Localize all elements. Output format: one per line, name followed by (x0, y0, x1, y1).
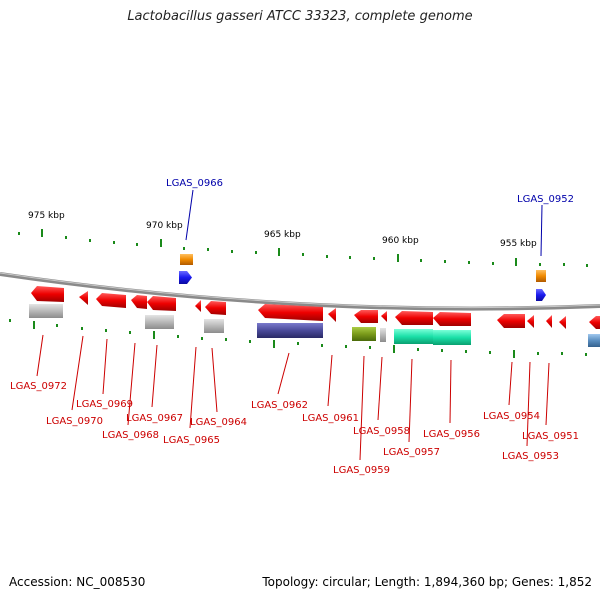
gene-feature-teal[interactable] (394, 329, 433, 344)
scale-label-975: 975 kbp (28, 211, 65, 221)
cds-arrow[interactable] (559, 316, 566, 329)
callout-line (526, 361, 531, 447)
callout-line (102, 338, 108, 395)
gene-feature-olive[interactable] (352, 327, 376, 341)
callout-line (211, 347, 218, 413)
cds-arrow[interactable] (131, 295, 147, 309)
gene-label-lgas-0966[interactable]: LGAS_0966 (166, 178, 223, 189)
reverse-strand-cds (31, 286, 600, 329)
gene-feature-orange[interactable] (536, 270, 546, 282)
gene-feature-gray[interactable] (380, 328, 386, 342)
accession-text: Accession: NC_008530 (9, 575, 146, 589)
gene-label-lgas-0969[interactable]: LGAS_0969 (76, 399, 133, 410)
callout-line (127, 342, 136, 426)
cds-arrow[interactable] (328, 308, 336, 322)
cds-arrow[interactable] (205, 301, 226, 315)
gene-label-lgas-0961[interactable]: LGAS_0961 (302, 413, 359, 424)
gene-feature-gray[interactable] (204, 319, 224, 333)
callout-line (71, 335, 84, 411)
cds-arrow[interactable] (546, 315, 552, 328)
gene-label-lgas-0957[interactable]: LGAS_0957 (383, 447, 440, 458)
callout-line (36, 334, 44, 377)
gene-label-lgas-0965[interactable]: LGAS_0965 (163, 435, 220, 446)
gene-label-lgas-0968[interactable]: LGAS_0968 (102, 430, 159, 441)
cds-arrow[interactable] (354, 310, 378, 323)
gene-label-lgas-0951[interactable]: LGAS_0951 (522, 431, 579, 442)
callout-line (449, 359, 452, 424)
gene-feature-steel[interactable] (588, 334, 600, 347)
cds-arrow[interactable] (96, 293, 126, 308)
cds-arrow[interactable] (433, 312, 471, 326)
gene-label-lgas-0972[interactable]: LGAS_0972 (10, 381, 67, 392)
genome-stats-text: Topology: circular; Length: 1,894,360 bp… (262, 575, 592, 589)
gene-feature-gray[interactable] (145, 315, 174, 329)
callout-line (359, 355, 365, 461)
scale-label-965: 965 kbp (264, 230, 301, 240)
genome-backbone (0, 272, 600, 311)
gene-label-lgas-0962[interactable]: LGAS_0962 (251, 400, 308, 411)
gene-label-lgas-0956[interactable]: LGAS_0956 (423, 429, 480, 440)
gene-label-lgas-0953[interactable]: LGAS_0953 (502, 451, 559, 462)
gene-label-lgas-0967[interactable]: LGAS_0967 (126, 413, 183, 424)
callout-line (540, 204, 543, 257)
cds-arrow[interactable] (195, 300, 201, 312)
gene-feature-blue-arrow[interactable] (179, 271, 192, 284)
gene-label-lgas-0964[interactable]: LGAS_0964 (190, 417, 247, 428)
gene-feature-navy[interactable] (257, 323, 323, 338)
cds-arrow[interactable] (589, 316, 600, 329)
cds-arrow[interactable] (527, 315, 534, 328)
gene-feature-blue-arrow[interactable] (536, 289, 546, 301)
cds-arrow[interactable] (497, 314, 525, 328)
cds-arrow[interactable] (31, 286, 64, 302)
cds-arrow[interactable] (381, 311, 387, 322)
gene-label-lgas-0952[interactable]: LGAS_0952 (517, 194, 574, 205)
scale-label-970: 970 kbp (146, 221, 183, 231)
gene-label-lgas-0954[interactable]: LGAS_0954 (483, 411, 540, 422)
callout-line (277, 352, 290, 395)
scale-ticks-upper (18, 229, 588, 267)
gene-feature-gray[interactable] (29, 304, 63, 318)
callout-line (408, 358, 413, 443)
gene-feature-teal[interactable] (433, 330, 471, 345)
gene-label-lgas-0958[interactable]: LGAS_0958 (353, 426, 410, 437)
gene-callout-lines-top (185, 189, 543, 257)
gene-label-lgas-0959[interactable]: LGAS_0959 (333, 465, 390, 476)
gene-callout-lines (36, 334, 550, 461)
scale-label-960: 960 kbp (382, 236, 419, 246)
cds-arrow[interactable] (147, 296, 176, 311)
cds-arrow[interactable] (395, 311, 433, 325)
callout-line (189, 346, 197, 429)
callout-line (151, 344, 158, 408)
cds-arrow[interactable] (79, 291, 88, 305)
callout-line (185, 189, 194, 241)
callout-line (508, 361, 513, 406)
callout-line (327, 354, 333, 407)
callout-line (377, 356, 383, 421)
scale-label-955: 955 kbp (500, 239, 537, 249)
gene-label-lgas-0970[interactable]: LGAS_0970 (46, 416, 103, 427)
callout-line (545, 362, 550, 426)
genome-backbone-highlight (0, 272, 600, 309)
cds-arrow[interactable] (258, 304, 323, 321)
gene-feature-orange[interactable] (180, 254, 193, 265)
scale-ticks-lower (9, 319, 587, 358)
map-title: Lactobacillus gasseri ATCC 33323, comple… (127, 9, 473, 24)
